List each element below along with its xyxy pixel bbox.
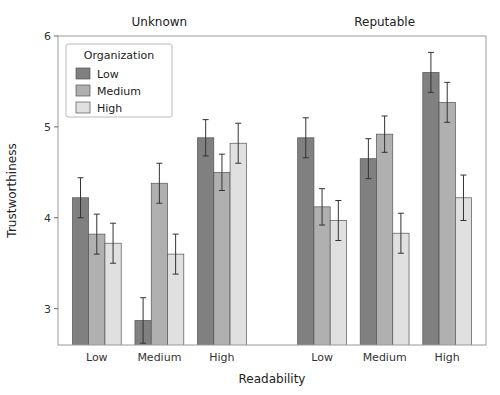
bar [151, 183, 167, 345]
x-tick-label: Low [311, 351, 333, 364]
legend-label: Low [97, 68, 119, 81]
error-bar [219, 154, 225, 190]
error-bar [444, 82, 450, 122]
error-bar [110, 223, 116, 263]
legend-swatch [76, 68, 90, 79]
error-bar [156, 163, 162, 203]
y-tick [54, 36, 58, 37]
error-bar [382, 116, 388, 152]
error-bar [78, 178, 84, 218]
chart: 3 4 5 6 Low Medium High Low Medium High Readabilit… [0, 0, 500, 395]
error-bar [303, 118, 309, 158]
bar [423, 72, 439, 345]
error-bar [365, 139, 371, 179]
error-bar [460, 175, 466, 220]
y-tick [54, 308, 58, 309]
x-tick-label: Low [86, 351, 108, 364]
annotation: Reputable [354, 15, 415, 29]
legend-box [66, 44, 172, 117]
y-axis-label: Trustworthiness [5, 143, 19, 238]
legend-title: Organization [84, 49, 154, 62]
legend-swatch [76, 85, 90, 96]
error-bar [319, 189, 325, 225]
bar [314, 207, 330, 345]
bar [230, 143, 246, 345]
error-bar [203, 120, 209, 156]
legend-label: High [97, 102, 122, 115]
legend: Organization Low Medium High [66, 44, 172, 117]
y-tick-label: 5 [44, 121, 51, 134]
legend-swatch [76, 102, 90, 113]
bar [298, 138, 314, 345]
error-bar [94, 214, 100, 254]
error-bar [235, 123, 241, 163]
x-tick-label: Medium [137, 351, 181, 364]
bar [376, 134, 392, 345]
bar [198, 138, 214, 345]
y-tick-label: 3 [44, 303, 51, 316]
error-bar [428, 52, 434, 92]
bar [72, 198, 88, 345]
x-tick-label: High [209, 351, 234, 364]
error-bar [140, 298, 146, 343]
x-tick-label: High [435, 351, 460, 364]
error-bar [335, 200, 341, 240]
bar [439, 102, 455, 345]
y-tick [54, 126, 58, 127]
annotation: Unknown [132, 15, 188, 29]
y-tick-label: 4 [44, 212, 51, 225]
error-bar [398, 213, 404, 253]
error-bar [173, 234, 179, 274]
bar [360, 159, 376, 345]
x-tick-label: Medium [363, 351, 407, 364]
bars [72, 52, 471, 345]
y-tick [54, 217, 58, 218]
x-axis-label: Readability [239, 372, 306, 386]
plot-frame [58, 36, 486, 345]
legend-label: Medium [97, 85, 141, 98]
y-tick-label: 6 [44, 30, 51, 43]
bar [214, 172, 230, 345]
